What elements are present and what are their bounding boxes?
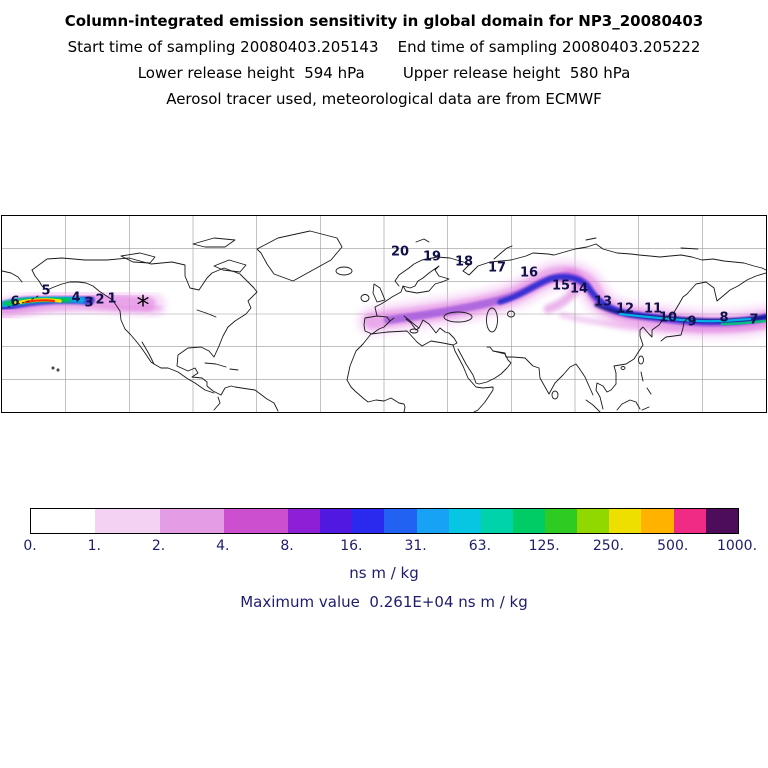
colorbar-tick-label: 125. xyxy=(528,538,560,554)
colorbar-tick-label: 1. xyxy=(87,538,101,554)
trajectory-day-marker: 4 xyxy=(71,290,81,306)
trajectory-day-marker: 2 xyxy=(95,292,105,308)
colorbar-tick-label: 63. xyxy=(468,538,492,554)
colorbar-tick-label: 250. xyxy=(592,538,625,554)
trajectory-day-marker: 17 xyxy=(487,260,507,276)
colorbar-segment xyxy=(416,509,449,533)
release-heights-line: Lower release height 594 hPa Upper relea… xyxy=(137,64,631,82)
trajectory-day-marker: 3 xyxy=(84,295,94,311)
colorbar-segment xyxy=(577,509,610,533)
trajectory-day-marker: 12 xyxy=(615,301,635,317)
map-panel: 1 2 3 4 5 6 7 8 9 10 11 12 13 14 15 16 17 18 19 20 * xyxy=(1,215,767,413)
colorbar-segment xyxy=(352,509,385,533)
trajectory-day-marker: 5 xyxy=(41,283,51,299)
trajectory-day-marker: 10 xyxy=(658,310,678,326)
trajectory-day-marker: 7 xyxy=(749,312,759,328)
colorbar-segment xyxy=(545,509,578,533)
colorbar-segment xyxy=(512,509,546,533)
trajectory-markers: 1 2 3 4 5 6 7 8 9 10 11 12 13 14 15 16 17 18 19 20 * xyxy=(2,216,766,412)
plot-header: Column-integrated emission sensitivity i… xyxy=(0,8,768,112)
colorbar-ticks: 0. 1. 2. 4. 8. 16. 31. 63. 125. 250. 500. 1000. xyxy=(23,538,757,556)
trajectory-day-marker: 1 xyxy=(107,291,117,307)
colorbar-tick-label: 8. xyxy=(280,538,294,554)
colorbar-segments xyxy=(31,509,738,533)
release-marker: * xyxy=(136,291,150,322)
colorbar-segment xyxy=(95,509,160,533)
trajectory-day-marker: 9 xyxy=(687,314,697,330)
colorbar-segment xyxy=(609,509,642,533)
trajectory-day-marker: 14 xyxy=(569,281,589,297)
coastlines xyxy=(2,230,766,412)
trajectory-day-marker: 20 xyxy=(390,244,410,260)
trajectory-day-marker: 13 xyxy=(593,294,613,310)
tracer-note-line: Aerosol tracer used, meteorological data… xyxy=(166,90,602,108)
trajectory-day-marker: 18 xyxy=(454,254,474,270)
trajectory-day-marker: 19 xyxy=(422,249,442,265)
colorbar-segment xyxy=(288,509,321,533)
colorbar-tick-label: 4. xyxy=(216,538,230,554)
units-label: ns m / kg xyxy=(349,564,419,582)
colorbar-segment xyxy=(480,509,513,533)
trajectory-day-marker: 8 xyxy=(719,310,729,326)
colorbar-segment xyxy=(448,509,481,533)
colorbar xyxy=(30,508,739,534)
colorbar-segment xyxy=(159,509,224,533)
map-canvas xyxy=(2,216,766,412)
emission-plume xyxy=(2,259,766,339)
plot-title: Column-integrated emission sensitivity i… xyxy=(64,12,704,30)
trajectory-day-marker: 6 xyxy=(10,294,20,310)
colorbar-tick-label: 31. xyxy=(404,538,427,554)
trajectory-day-marker: 15 xyxy=(551,278,571,294)
colorbar-segment xyxy=(384,509,417,533)
colorbar-segment xyxy=(641,509,674,533)
colorbar-segment xyxy=(31,509,96,533)
colorbar-segment xyxy=(223,509,289,533)
colorbar-segment xyxy=(320,509,353,533)
colorbar-tick-label: 1000. xyxy=(716,538,758,554)
trajectory-day-marker: 11 xyxy=(643,301,663,317)
colorbar-segment xyxy=(673,509,706,533)
colorbar-tick-label: 0. xyxy=(23,538,37,554)
colorbar-tick-label: 2. xyxy=(151,538,166,554)
trajectory-day-marker: 16 xyxy=(519,265,539,281)
sampling-times-line: Start time of sampling 20080403.205143 E… xyxy=(67,38,701,56)
max-value-label: Maximum value 0.261E+04 ns m / kg xyxy=(240,593,528,611)
colorbar-tick-label: 500. xyxy=(657,538,689,554)
colorbar-segment xyxy=(705,509,738,533)
colorbar-tick-label: 16. xyxy=(340,538,363,554)
